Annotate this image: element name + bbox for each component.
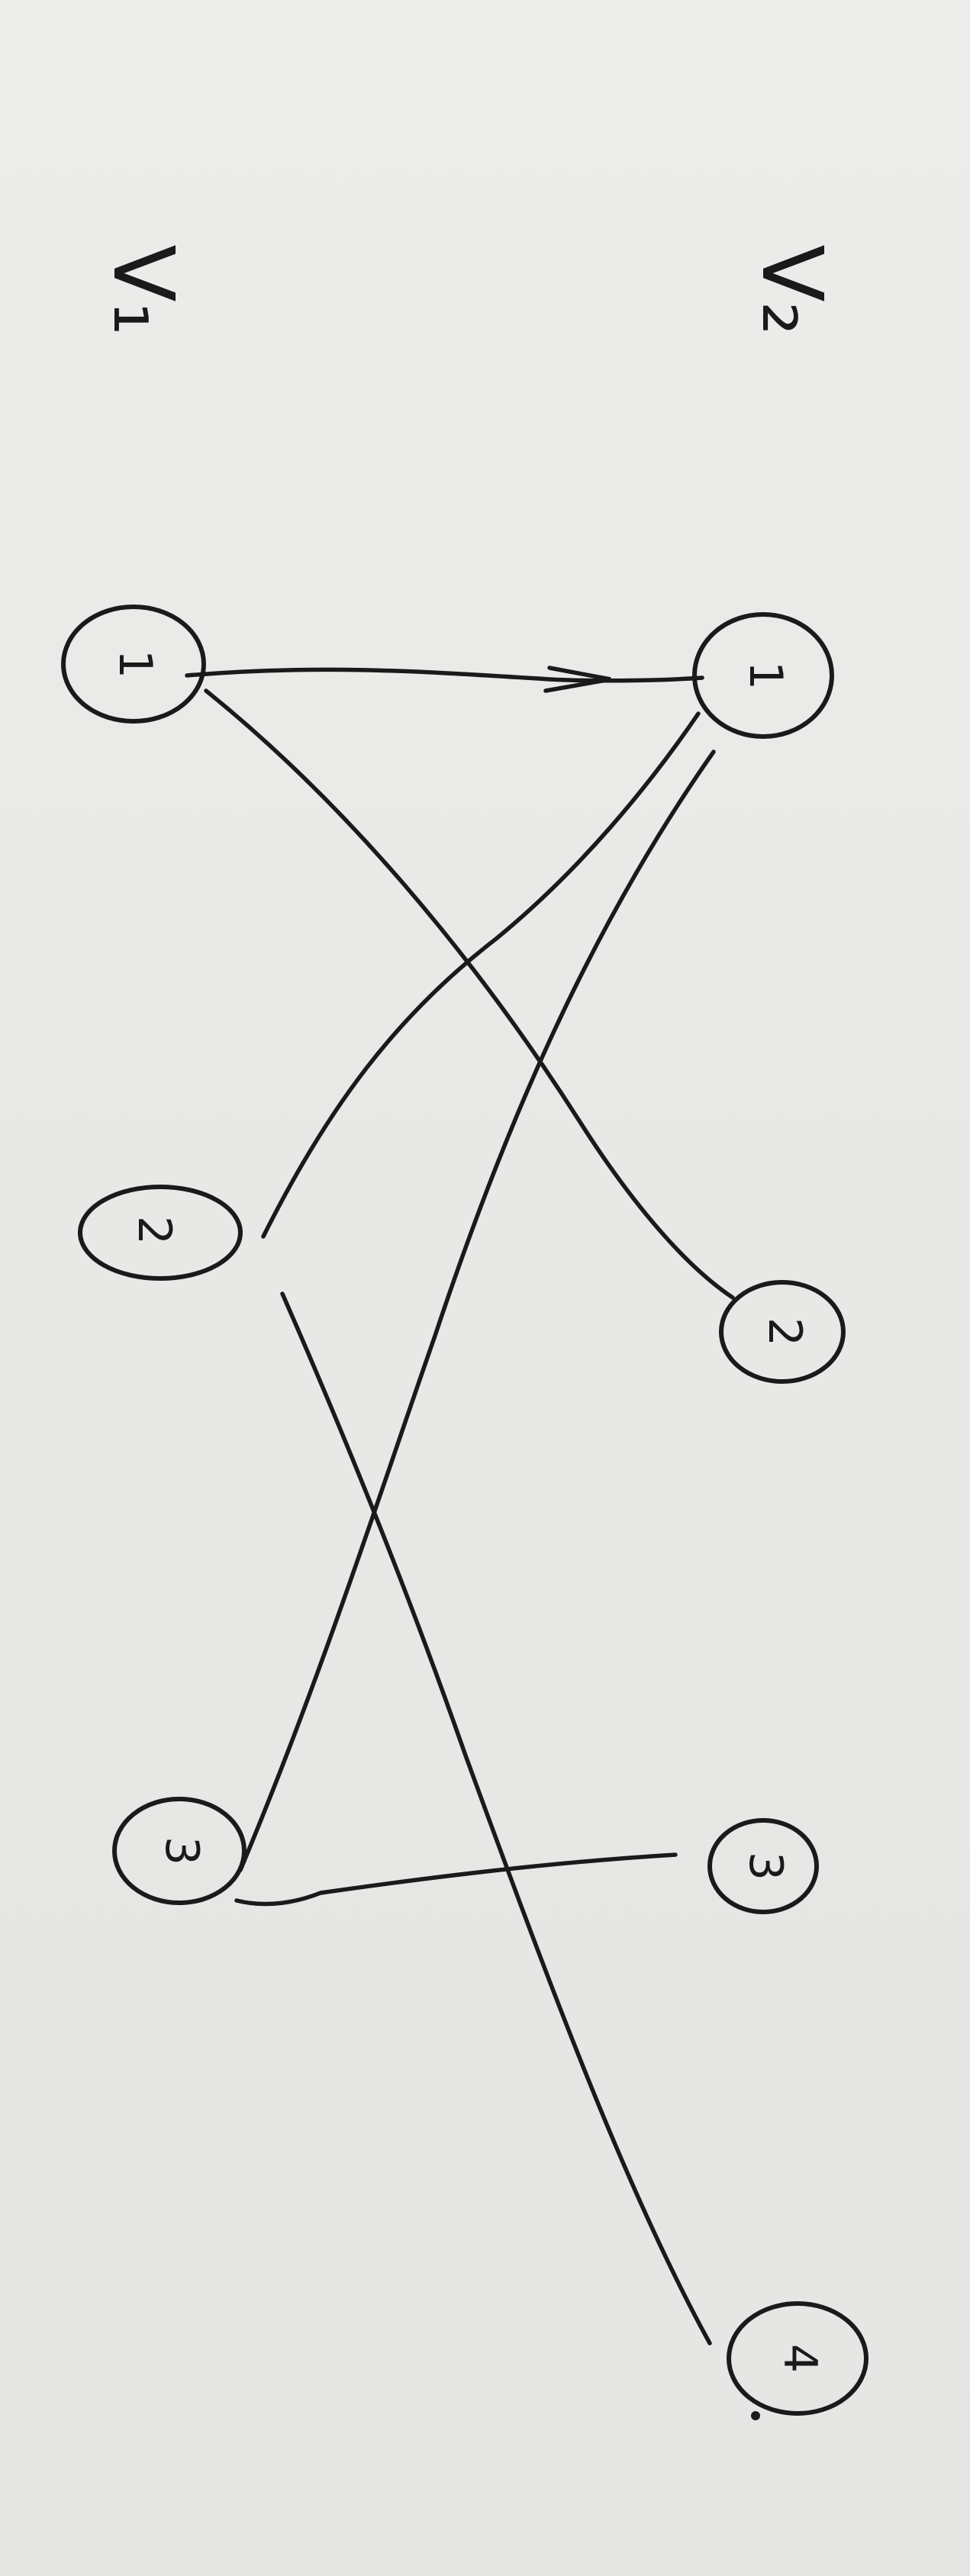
node-label: 1 xyxy=(108,650,162,679)
edges xyxy=(185,666,735,2345)
node-label: 4 xyxy=(773,2344,827,2373)
node-circle xyxy=(707,1818,819,1914)
edge-v1-1-to-v2-1 xyxy=(185,667,704,683)
node-v2-2: 2 xyxy=(719,1280,846,1384)
node-v2-4: 4 xyxy=(727,2301,868,2420)
node-v1-3: 3 xyxy=(112,1797,247,1905)
edge-v1-2-to-v2-1 xyxy=(261,711,701,1239)
node-label: 3 xyxy=(155,1836,208,1865)
edge-v1-3-to-v2-3 xyxy=(234,1852,678,1907)
node-circle xyxy=(727,2301,868,2416)
node-v2-1: 1 xyxy=(692,612,834,739)
node-label: 2 xyxy=(758,1317,811,1346)
node-label: 3 xyxy=(739,1852,792,1881)
edge-v1-3-to-v2-1 xyxy=(238,750,716,1872)
node-v1-2: 2 xyxy=(78,1185,243,1281)
set-label-v2: V₂ xyxy=(743,244,841,335)
edge-v1-1-to-v2-2 xyxy=(204,688,735,1300)
node-circle xyxy=(112,1797,247,1905)
node-label: 2 xyxy=(127,1216,181,1245)
edge-v1-1-to-v2-1-arrowhead xyxy=(543,666,611,693)
edge-v1-2-to-v2-4 xyxy=(280,1291,712,2345)
ink-dot xyxy=(751,2411,760,2420)
node-v2-3: 3 xyxy=(707,1818,819,1914)
node-v1-1: 1 xyxy=(61,605,206,724)
node-circle xyxy=(719,1280,846,1384)
node-label: 1 xyxy=(739,661,792,690)
node-circle xyxy=(692,612,834,739)
node-circle xyxy=(78,1185,243,1281)
set-label-v1: V₁ xyxy=(95,244,192,335)
node-circle xyxy=(61,605,206,724)
